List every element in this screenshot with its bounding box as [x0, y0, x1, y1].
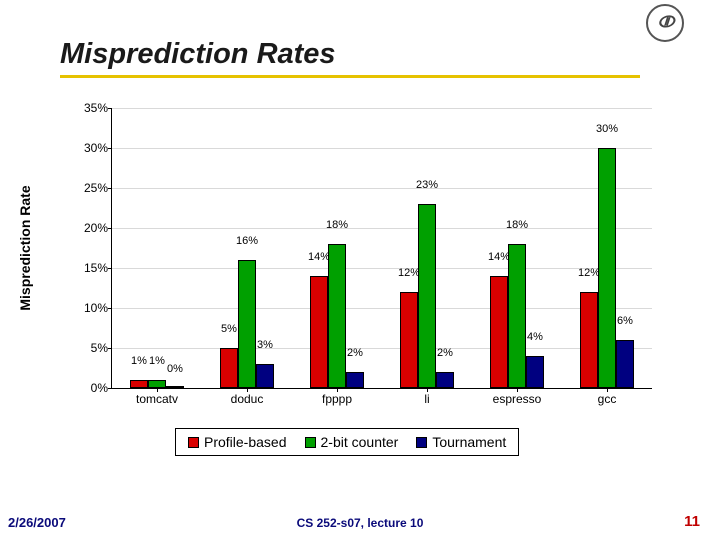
- gridline: [112, 348, 652, 349]
- ytick-label: 15%: [68, 261, 108, 275]
- bar-value-label: 18%: [503, 219, 531, 231]
- legend-swatch: [305, 437, 316, 448]
- legend-label: Profile-based: [204, 434, 287, 450]
- category-label: li: [387, 392, 467, 406]
- bar: [238, 260, 256, 388]
- gridline: [112, 268, 652, 269]
- misprediction-chart: Misprediction Rate 0%5%10%15%20%25%30%35…: [65, 108, 655, 438]
- bar: [148, 380, 166, 388]
- footer-page: 11: [684, 513, 700, 530]
- bar: [400, 292, 418, 388]
- ytick-label: 30%: [68, 141, 108, 155]
- title-underline: [60, 75, 640, 78]
- ytick-mark: [108, 108, 112, 109]
- y-axis-label: Misprediction Rate: [17, 108, 37, 388]
- gridline: [112, 108, 652, 109]
- bar: [508, 244, 526, 388]
- bar-value-label: 2%: [341, 347, 369, 359]
- bar: [256, 364, 274, 388]
- ytick-mark: [108, 228, 112, 229]
- bar: [436, 372, 454, 388]
- bar: [526, 356, 544, 388]
- ytick-label: 5%: [68, 341, 108, 355]
- bar: [220, 348, 238, 388]
- ytick-mark: [108, 148, 112, 149]
- bar-value-label: 0%: [161, 363, 189, 375]
- bar: [580, 292, 598, 388]
- bar-value-label: 30%: [593, 123, 621, 135]
- plot-area: 0%5%10%15%20%25%30%35%tomcatv1%1%0%doduc…: [111, 108, 652, 389]
- category-label: fpppp: [297, 392, 377, 406]
- ytick-mark: [108, 348, 112, 349]
- legend-swatch: [188, 437, 199, 448]
- category-label: gcc: [567, 392, 647, 406]
- seal-glyph: ⦷: [657, 14, 672, 32]
- category-label: espresso: [477, 392, 557, 406]
- ytick-label: 0%: [68, 381, 108, 395]
- ytick-label: 10%: [68, 301, 108, 315]
- ytick-label: 35%: [68, 101, 108, 115]
- slide-title-block: Misprediction Rates: [60, 38, 640, 78]
- bar: [616, 340, 634, 388]
- bar-value-label: 6%: [611, 315, 639, 327]
- legend-label: Tournament: [432, 434, 506, 450]
- gridline: [112, 188, 652, 189]
- ytick-label: 20%: [68, 221, 108, 235]
- bar-value-label: 18%: [323, 219, 351, 231]
- gridline: [112, 228, 652, 229]
- bar: [328, 244, 346, 388]
- bar: [130, 380, 148, 388]
- legend-item: Tournament: [416, 434, 506, 450]
- slide-title: Misprediction Rates: [60, 38, 640, 73]
- legend: Profile-based 2-bit counter Tournament: [175, 428, 519, 456]
- category-label: doduc: [207, 392, 287, 406]
- bar-value-label: 4%: [521, 331, 549, 343]
- gridline: [112, 148, 652, 149]
- ytick-mark: [108, 268, 112, 269]
- bar: [166, 386, 184, 388]
- seal-logo: ⦷: [646, 4, 684, 42]
- ytick-mark: [108, 388, 112, 389]
- bar: [490, 276, 508, 388]
- bar: [310, 276, 328, 388]
- bar: [418, 204, 436, 388]
- ytick-mark: [108, 308, 112, 309]
- bar-value-label: 3%: [251, 339, 279, 351]
- legend-label: 2-bit counter: [321, 434, 399, 450]
- legend-item: 2-bit counter: [305, 434, 399, 450]
- bar-value-label: 16%: [233, 235, 261, 247]
- legend-item: Profile-based: [188, 434, 287, 450]
- bar: [598, 148, 616, 388]
- bar-value-label: 23%: [413, 179, 441, 191]
- ytick-mark: [108, 188, 112, 189]
- legend-swatch: [416, 437, 427, 448]
- category-label: tomcatv: [117, 392, 197, 406]
- bar-value-label: 2%: [431, 347, 459, 359]
- footer-center: CS 252-s07, lecture 10: [0, 516, 720, 530]
- gridline: [112, 308, 652, 309]
- ytick-label: 25%: [68, 181, 108, 195]
- bar: [346, 372, 364, 388]
